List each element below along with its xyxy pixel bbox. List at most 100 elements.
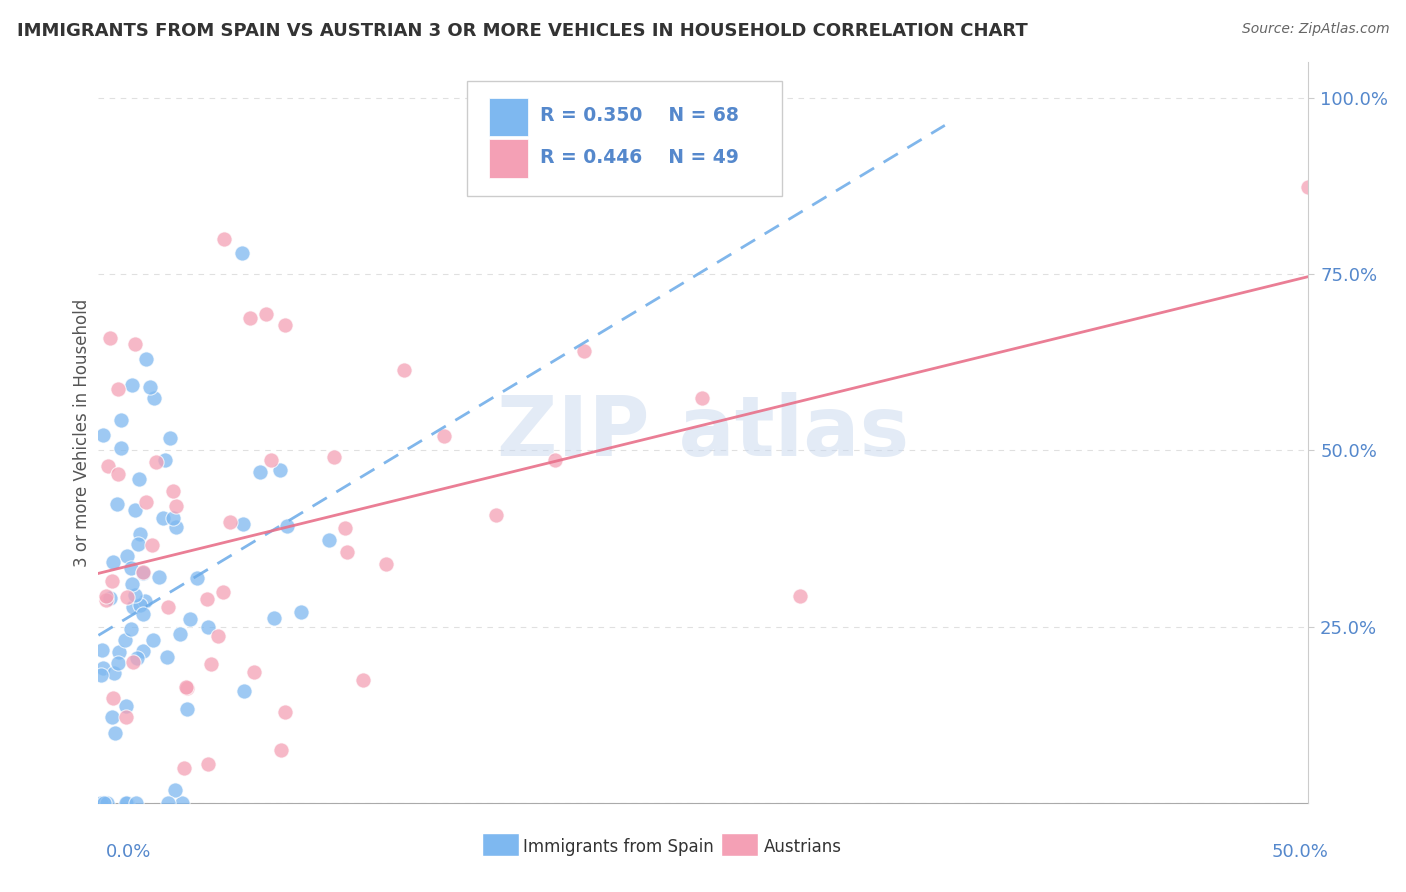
Text: Austrians: Austrians <box>763 838 841 855</box>
Point <box>101 555 124 569</box>
Point <box>90 642 112 657</box>
Point <box>394 363 416 377</box>
FancyBboxPatch shape <box>467 81 782 195</box>
Point <box>232 516 254 531</box>
Point <box>96 796 118 810</box>
Point <box>176 681 198 695</box>
Point <box>107 467 129 481</box>
Point <box>124 337 146 351</box>
Point <box>115 796 138 810</box>
Point <box>135 351 157 366</box>
Text: 0.0%: 0.0% <box>105 843 150 861</box>
Point <box>276 519 298 533</box>
Point <box>98 331 121 345</box>
Text: Source: ZipAtlas.com: Source: ZipAtlas.com <box>1241 22 1389 37</box>
Point <box>162 511 184 525</box>
Point <box>124 588 146 602</box>
Point <box>107 657 129 671</box>
Point <box>232 684 254 698</box>
Point <box>162 483 184 498</box>
Point <box>207 629 229 643</box>
Point <box>121 378 143 392</box>
Point <box>239 310 262 325</box>
Point <box>120 561 142 575</box>
Point <box>270 743 292 757</box>
Point <box>90 668 112 682</box>
Point <box>690 391 713 405</box>
Point <box>260 453 283 467</box>
Point <box>195 591 218 606</box>
Point <box>91 428 114 442</box>
Text: 50.0%: 50.0% <box>1272 843 1329 861</box>
Point <box>212 585 235 599</box>
Point <box>274 705 297 719</box>
Point <box>100 591 122 606</box>
Point <box>101 691 124 706</box>
Point <box>254 306 277 320</box>
Point <box>105 497 128 511</box>
Point <box>323 450 346 464</box>
Point <box>214 232 236 246</box>
Point <box>219 515 242 529</box>
Point <box>121 577 143 591</box>
Point <box>135 494 157 508</box>
Text: R = 0.446    N = 49: R = 0.446 N = 49 <box>540 148 738 167</box>
Point <box>139 380 162 394</box>
Point <box>117 549 139 563</box>
Point <box>91 661 114 675</box>
Point <box>91 796 114 810</box>
Point <box>375 558 398 572</box>
Point <box>179 612 201 626</box>
Point <box>176 702 198 716</box>
Point <box>103 666 125 681</box>
Point <box>169 627 191 641</box>
Point <box>115 590 138 604</box>
Point <box>107 382 129 396</box>
Point <box>94 590 117 604</box>
Point <box>145 455 167 469</box>
Point <box>115 699 138 714</box>
FancyBboxPatch shape <box>489 139 527 178</box>
Point <box>789 590 811 604</box>
Point <box>156 650 179 665</box>
Point <box>333 520 356 534</box>
Point <box>125 651 148 665</box>
Point <box>290 605 312 619</box>
Point <box>572 343 595 358</box>
Point <box>104 725 127 739</box>
Point <box>165 500 187 514</box>
Point <box>114 632 136 647</box>
Text: Immigrants from Spain: Immigrants from Spain <box>523 838 714 855</box>
Point <box>142 391 165 405</box>
Point <box>131 566 153 580</box>
Point <box>101 710 124 724</box>
Point <box>124 503 146 517</box>
Point <box>159 431 181 445</box>
Text: IMMIGRANTS FROM SPAIN VS AUSTRIAN 3 OR MORE VEHICLES IN HOUSEHOLD CORRELATION CH: IMMIGRANTS FROM SPAIN VS AUSTRIAN 3 OR M… <box>17 22 1028 40</box>
Text: ZIP atlas: ZIP atlas <box>496 392 910 473</box>
Point <box>110 412 132 426</box>
Point <box>155 452 177 467</box>
Point <box>336 545 359 559</box>
Point <box>148 570 170 584</box>
Point <box>269 463 291 477</box>
Point <box>110 441 132 455</box>
Point <box>433 429 456 443</box>
Point <box>132 566 155 580</box>
Point <box>128 472 150 486</box>
FancyBboxPatch shape <box>489 98 527 136</box>
Point <box>165 519 187 533</box>
Point <box>90 796 112 810</box>
Y-axis label: 3 or more Vehicles in Household: 3 or more Vehicles in Household <box>73 299 91 566</box>
Point <box>122 600 145 615</box>
Point <box>115 710 138 724</box>
Point <box>129 599 152 613</box>
Point <box>127 537 149 551</box>
Point <box>101 574 124 589</box>
Point <box>186 571 208 585</box>
Point <box>141 538 163 552</box>
Point <box>120 622 142 636</box>
Point <box>132 607 155 621</box>
Point <box>544 453 567 467</box>
Point <box>132 644 155 658</box>
